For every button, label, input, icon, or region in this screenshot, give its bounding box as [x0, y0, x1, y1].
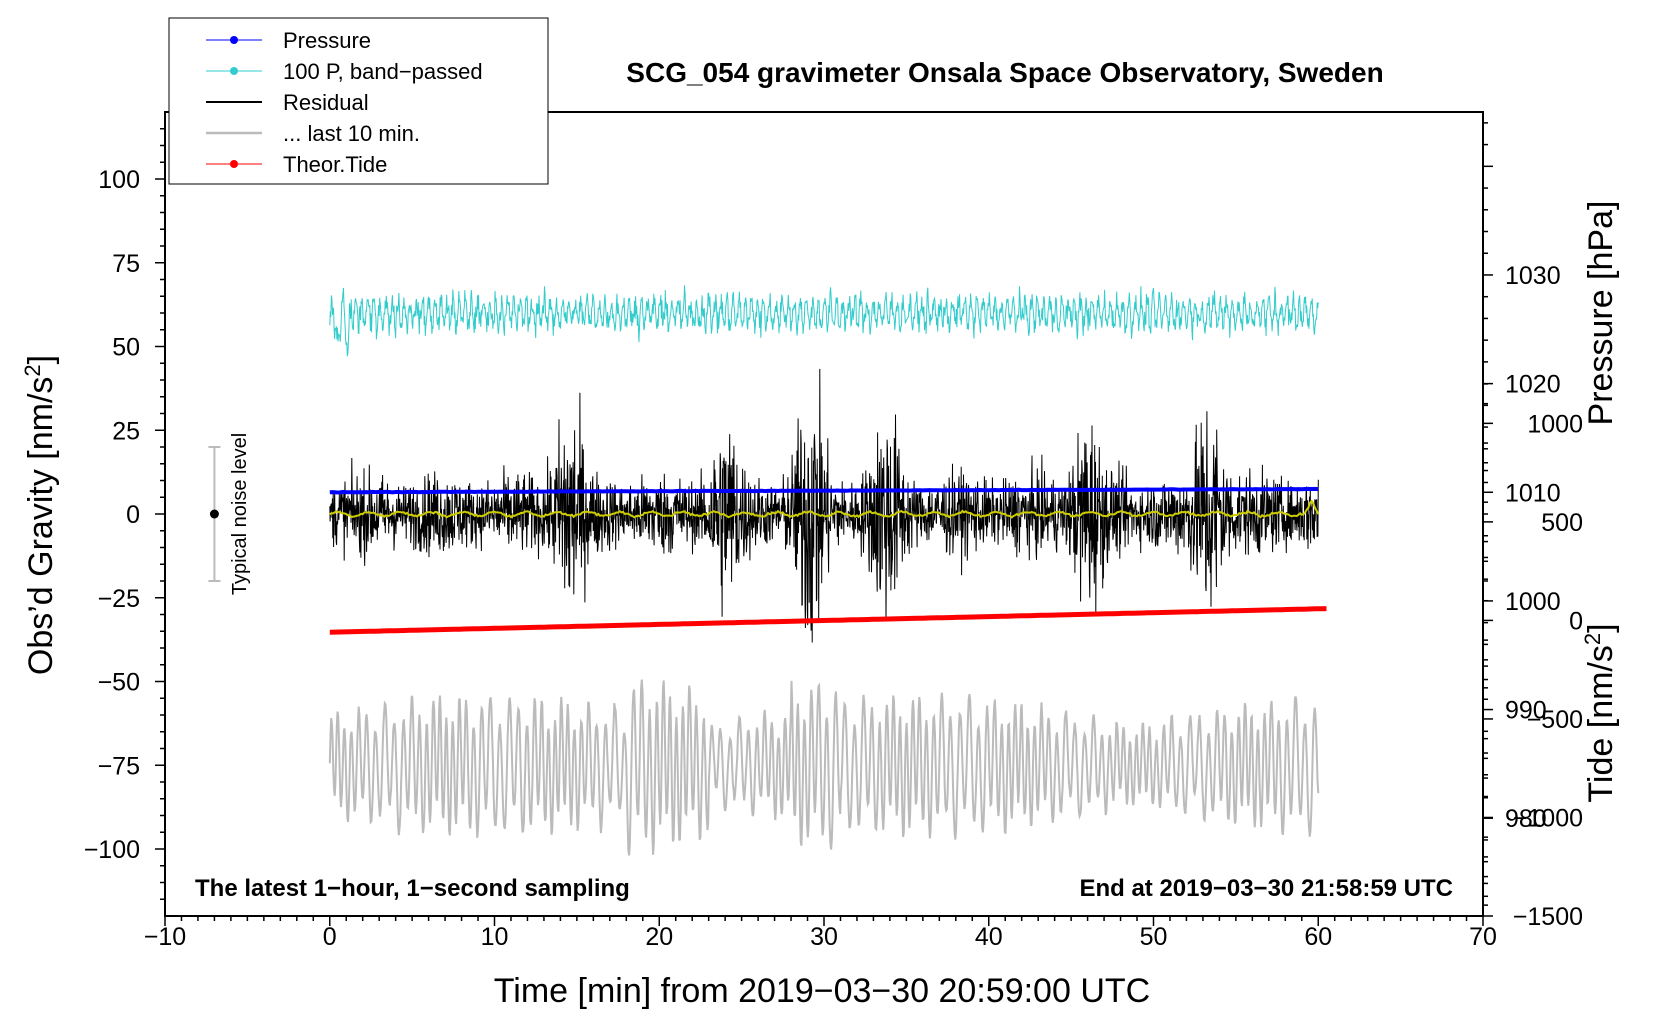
chart-title: SCG_054 gravimeter Onsala Space Observat…	[626, 57, 1383, 88]
x-tick-label: 50	[1140, 923, 1168, 951]
x-axis-title: Time [min] from 2019−03−30 20:59:00 UTC	[494, 972, 1150, 1010]
gravity-title-close: ]	[22, 355, 60, 364]
pressure-tick-label: 990	[1505, 697, 1547, 725]
legend: Pressure 100 P, band−passed Residual ... la…	[168, 17, 549, 185]
x-tick-label: −10	[144, 923, 186, 951]
last-10-min-line	[328, 679, 1320, 856]
y-axis-title-pressure: Pressure [hPa]	[1582, 201, 1620, 426]
pressure-tick-label: 1010	[1505, 479, 1561, 507]
tide-axis-ticks: 1000 500 0 −500 −1000 −1500	[1483, 383, 1583, 931]
x-tick-label: 30	[810, 923, 838, 951]
x-tick-label: 0	[323, 923, 337, 951]
pressure-tick-label: 1030	[1505, 262, 1561, 290]
residual-smoothed-line	[329, 499, 1320, 519]
pressure-tick-label: 980	[1505, 805, 1547, 833]
x-tick-label: 40	[975, 923, 1003, 951]
tide-tick-label: 500	[1541, 509, 1583, 537]
pressure-series	[329, 486, 1319, 495]
x-tick-label: 70	[1469, 923, 1497, 951]
y-axis-title-gravity: Obs’d Gravity [nm/s2]	[20, 355, 60, 675]
tide-title-sup: 2	[1580, 633, 1605, 645]
gravity-tick-label: −50	[98, 669, 140, 697]
gravity-tick-label: 75	[112, 250, 140, 278]
legend-label: Residual	[283, 90, 369, 115]
pressure-bandpassed-line	[329, 285, 1319, 357]
gravity-tick-label: 50	[112, 334, 140, 362]
legend-label: 100 P, band−passed	[283, 59, 483, 84]
residual-series	[329, 368, 1319, 643]
x-tick-label: 60	[1304, 923, 1332, 951]
noise-level-indicator	[208, 446, 221, 582]
gravity-title-main: Obs’d Gravity [nm/s	[22, 377, 60, 676]
x-tick-label: 10	[481, 923, 509, 951]
tide-tick-label: 1000	[1527, 410, 1583, 438]
tide-tick-label: 0	[1569, 607, 1583, 635]
pressure-bandpassed-series	[329, 285, 1319, 357]
gravity-tick-label: 25	[112, 417, 140, 445]
gravity-tick-label: −75	[98, 752, 140, 780]
theoretical-tide-line	[329, 606, 1327, 635]
noise-level-label: Typical noise level	[229, 433, 251, 595]
y-axis-title-tide: Tide [nm/s2]	[1580, 623, 1620, 802]
legend-swatch-marker	[230, 160, 238, 168]
legend-swatch-marker	[230, 67, 238, 75]
last-10-min-series	[328, 679, 1320, 856]
x-tick-label: 20	[645, 923, 673, 951]
legend-label: Pressure	[283, 28, 371, 53]
gravity-title-sup: 2	[20, 364, 45, 376]
theoretical-tide-series	[329, 606, 1327, 635]
residual-smoothed-series	[329, 499, 1320, 519]
annotation-end-time: End at 2019−03−30 21:58:59 UTC	[1079, 875, 1453, 902]
gravity-tick-label: −25	[98, 585, 140, 613]
tide-tick-label: −1500	[1513, 903, 1583, 931]
legend-label: ... last 10 min.	[283, 121, 420, 146]
tide-title-close: ]	[1582, 623, 1620, 632]
x-axis-ticks: −10 0 10 20 30 40 50 60 70	[144, 916, 1497, 951]
gravity-axis-ticks: 100 75 50 25 0 −25 −50 −75 −100	[84, 128, 165, 900]
tide-tick-label: −500	[1527, 706, 1583, 734]
pressure-line	[329, 486, 1319, 495]
tide-tick-label: −1000	[1513, 804, 1583, 832]
gravity-tick-label: 0	[126, 501, 140, 529]
noise-center-dot	[209, 509, 219, 519]
pressure-axis-ticks: 1030 1020 1010 1000 990 980	[1483, 122, 1561, 906]
gravity-tick-label: 100	[98, 166, 140, 194]
annotation-sampling: The latest 1−hour, 1−second sampling	[195, 875, 630, 902]
tide-title-main: Tide [nm/s	[1582, 645, 1620, 802]
gravity-tick-label: −100	[84, 836, 140, 864]
pressure-tick-label: 1000	[1505, 588, 1561, 616]
legend-label: Theor.Tide	[283, 152, 387, 177]
pressure-tick-label: 1020	[1505, 371, 1561, 399]
legend-swatch-marker	[230, 36, 238, 44]
residual-line	[329, 368, 1319, 643]
